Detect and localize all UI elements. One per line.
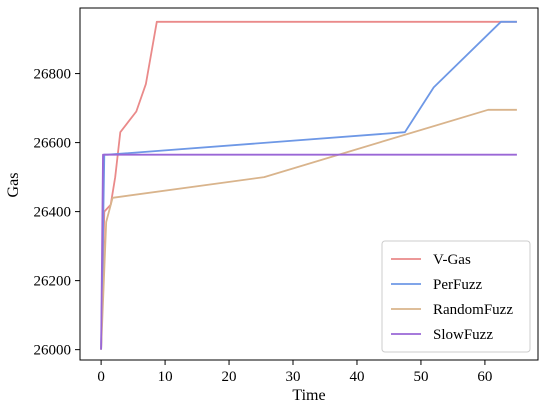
y-tick-label: 26600 xyxy=(34,136,72,152)
legend-label-v-gas: V-Gas xyxy=(433,252,471,268)
y-tick-label: 26400 xyxy=(34,205,72,221)
y-tick-label: 26800 xyxy=(34,67,72,83)
legend-label-randomfuzz: RandomFuzz xyxy=(433,302,513,318)
x-tick-label: 50 xyxy=(413,369,428,385)
y-tick-label: 26000 xyxy=(34,343,72,359)
x-tick-label: 30 xyxy=(286,369,301,385)
series-line-slowfuzz xyxy=(100,153,517,350)
series-line-v-gas xyxy=(100,20,517,350)
x-tick-label: 40 xyxy=(349,369,364,385)
legend: V-Gas PerFuzz RandomFuzz SlowFuzz xyxy=(381,240,531,353)
y-axis-ticks: 26000 26200 26400 26600 26800 xyxy=(34,67,80,359)
y-axis-label: Gas xyxy=(5,173,22,198)
legend-label-perfuzz: PerFuzz xyxy=(433,277,482,293)
x-tick-label: 0 xyxy=(97,369,105,385)
x-tick-label: 10 xyxy=(158,369,173,385)
x-axis-ticks: 0 10 20 30 40 50 60 xyxy=(97,360,492,385)
x-tick-label: 20 xyxy=(222,369,237,385)
series-lines xyxy=(100,20,517,350)
series-line-randomfuzz xyxy=(100,108,517,350)
x-tick-label: 60 xyxy=(477,369,492,385)
legend-label-slowfuzz: SlowFuzz xyxy=(433,327,493,343)
legend-box xyxy=(381,240,531,353)
x-axis-label: Time xyxy=(292,387,325,404)
y-tick-label: 26200 xyxy=(34,274,72,290)
